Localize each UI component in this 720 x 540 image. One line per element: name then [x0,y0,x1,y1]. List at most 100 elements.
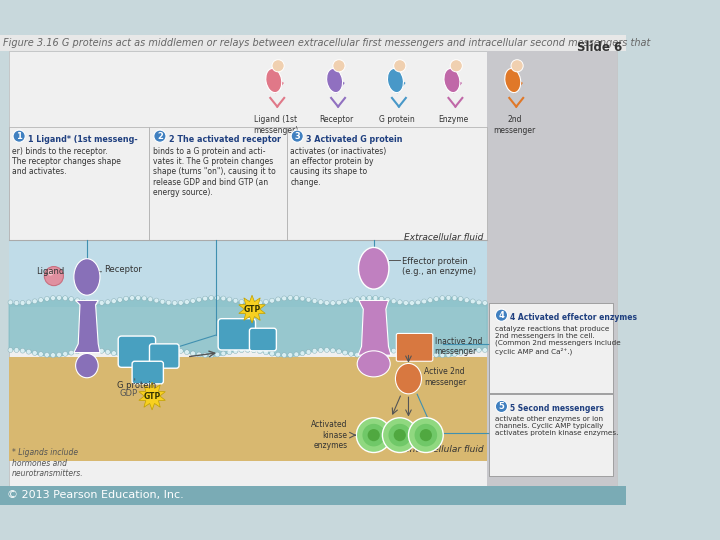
Circle shape [14,301,19,306]
Circle shape [48,269,53,275]
Circle shape [318,300,323,305]
Text: G protein: G protein [117,381,156,390]
Circle shape [394,60,406,72]
Circle shape [458,350,463,355]
Circle shape [209,295,214,300]
Text: 2: 2 [157,132,163,140]
Text: 3: 3 [294,132,300,140]
Circle shape [464,298,469,302]
Circle shape [422,350,426,355]
FancyBboxPatch shape [0,35,626,51]
Circle shape [440,353,445,357]
Circle shape [246,348,250,353]
Circle shape [482,301,487,306]
Circle shape [276,352,281,357]
Circle shape [191,299,195,303]
Circle shape [69,296,73,301]
Text: activate other enzymes or ion
channels. Cyclic AMP typically
activates protein k: activate other enzymes or ion channels. … [495,416,618,436]
Circle shape [197,352,202,357]
Circle shape [452,296,457,301]
Circle shape [300,296,305,301]
Ellipse shape [266,69,282,92]
Circle shape [154,130,166,142]
Text: Receptor: Receptor [319,116,354,124]
Text: Intracellular fluid: Intracellular fluid [407,446,483,454]
Circle shape [124,296,128,301]
Ellipse shape [505,69,521,92]
Circle shape [367,353,372,357]
Circle shape [50,295,55,300]
Circle shape [136,295,140,300]
Circle shape [300,351,305,356]
Circle shape [264,350,269,355]
Circle shape [415,424,437,447]
Circle shape [221,296,226,301]
Circle shape [272,60,284,72]
Circle shape [130,353,135,357]
FancyBboxPatch shape [0,485,626,505]
Text: 3 Activated G protein: 3 Activated G protein [306,136,402,144]
Circle shape [197,297,202,302]
Text: Extracellular fluid: Extracellular fluid [404,233,483,242]
Circle shape [294,352,299,357]
FancyBboxPatch shape [9,126,150,240]
Text: GTP: GTP [243,305,261,314]
Text: catalyze reactions that produce
2nd messengers in the cell.
(Common 2nd messenge: catalyze reactions that produce 2nd mess… [495,326,620,355]
FancyBboxPatch shape [150,126,287,240]
Circle shape [215,295,220,300]
FancyBboxPatch shape [396,333,433,361]
Text: 4 Activated effector enzymes: 4 Activated effector enzymes [510,313,637,322]
Circle shape [45,353,50,357]
Circle shape [20,301,25,306]
FancyBboxPatch shape [9,240,487,307]
Ellipse shape [327,69,343,92]
Circle shape [105,300,110,305]
Circle shape [355,352,359,357]
Ellipse shape [74,259,100,295]
Circle shape [81,299,86,304]
Circle shape [379,296,384,301]
Circle shape [276,297,281,302]
Circle shape [403,348,408,353]
Circle shape [410,301,415,306]
Circle shape [330,348,336,353]
Circle shape [394,429,406,441]
Circle shape [20,348,25,353]
Circle shape [477,300,481,305]
Circle shape [258,300,262,305]
Text: GTP: GTP [143,392,161,401]
Circle shape [450,60,462,72]
Circle shape [361,296,366,301]
Polygon shape [74,300,100,353]
Circle shape [148,350,153,355]
Circle shape [324,348,329,353]
Circle shape [45,267,63,286]
Circle shape [306,297,311,302]
Text: Effector protein
(e.g., an enzyme): Effector protein (e.g., an enzyme) [402,257,476,276]
Circle shape [348,298,354,303]
Circle shape [63,296,68,301]
Circle shape [348,352,354,356]
FancyBboxPatch shape [249,328,276,351]
Circle shape [294,295,299,300]
Circle shape [13,130,25,142]
Circle shape [166,300,171,305]
Circle shape [166,348,171,353]
Ellipse shape [395,363,421,394]
Circle shape [154,349,159,354]
Circle shape [69,350,73,355]
Circle shape [112,299,117,303]
Circle shape [495,400,508,413]
Circle shape [93,301,98,306]
Circle shape [391,299,396,303]
Circle shape [87,300,92,305]
Text: 2nd
messenger: 2nd messenger [493,116,536,134]
Circle shape [382,418,417,453]
Circle shape [75,298,80,303]
Circle shape [312,348,317,353]
Text: 2 The activated receptor: 2 The activated receptor [168,136,281,144]
Circle shape [343,299,348,304]
Circle shape [385,298,390,302]
Circle shape [184,350,189,355]
Circle shape [343,350,348,355]
